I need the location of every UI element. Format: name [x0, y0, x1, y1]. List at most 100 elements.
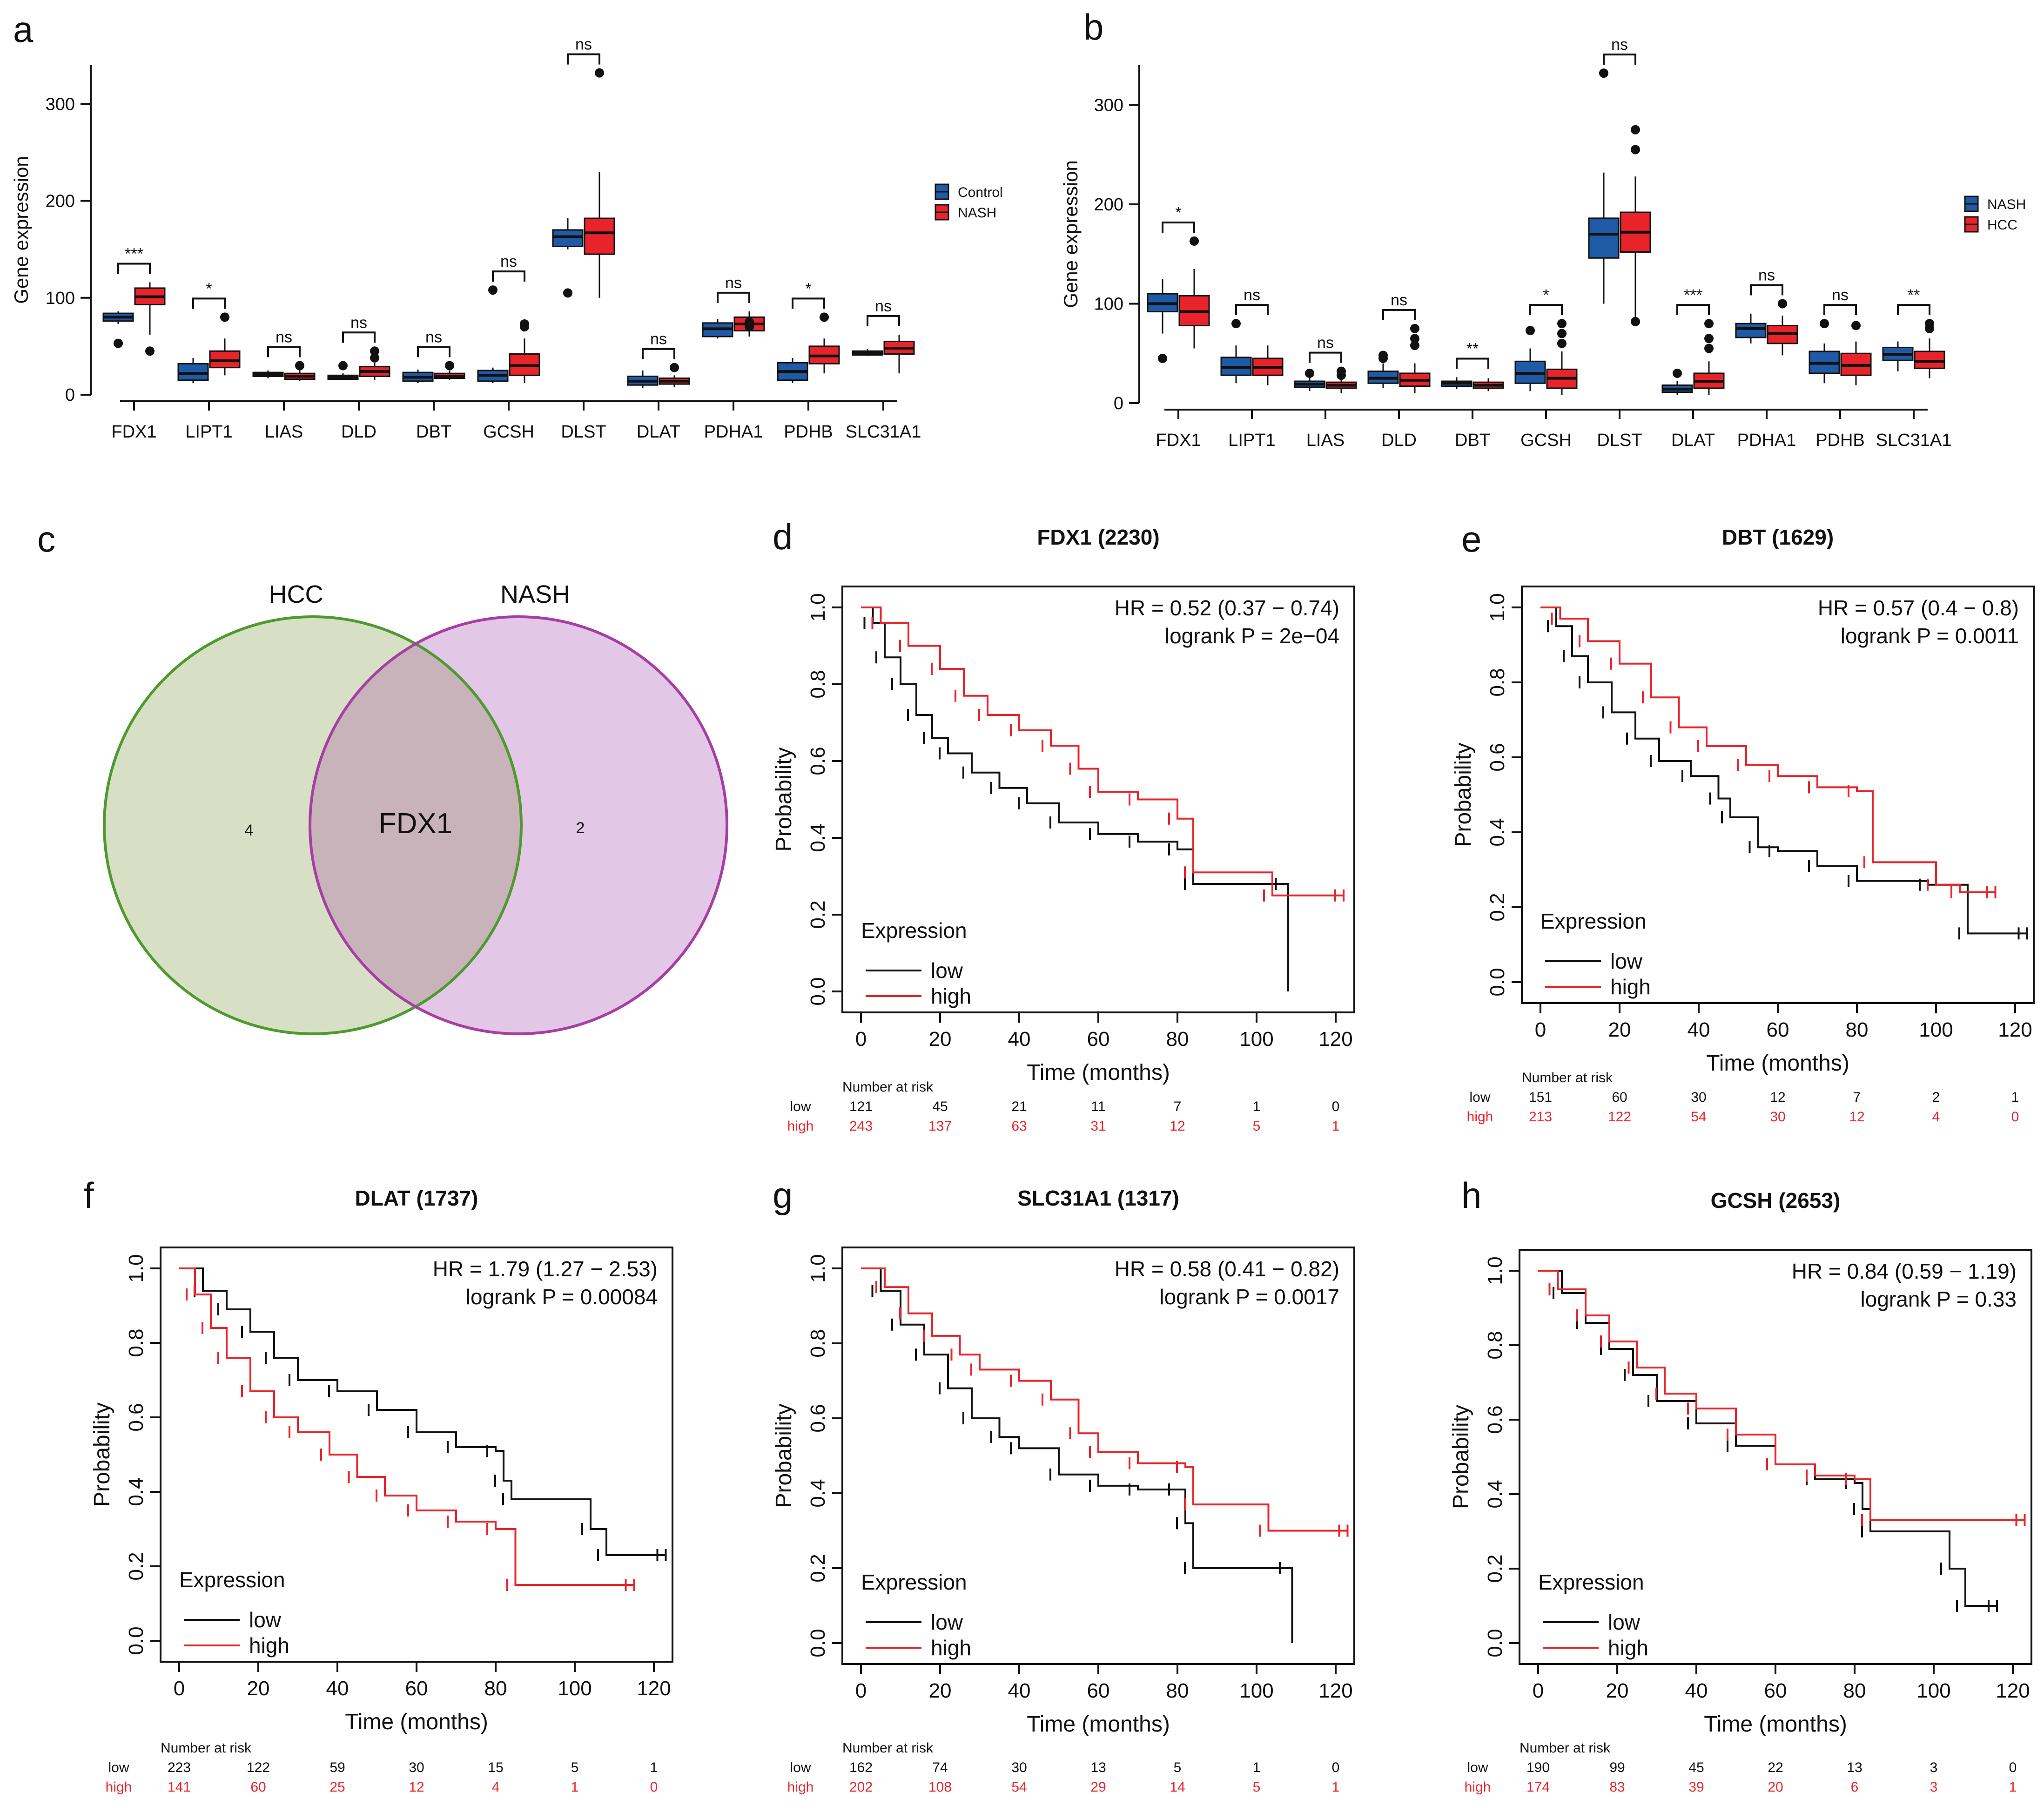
significance-label: *	[1543, 286, 1549, 304]
box-hcc	[1914, 350, 1945, 369]
significance-bracket	[192, 297, 226, 309]
risk-count-low: 223	[168, 1760, 191, 1775]
y-tick-label: 0.8	[807, 1329, 829, 1357]
outlier-point	[370, 346, 379, 356]
panel-b-boxplot: 0 100 200 300 Gene expression FDX1 * LIPT1 ns LIA…	[1060, 36, 2026, 450]
x-axis-label: Time (months)	[345, 1710, 488, 1734]
x-axis-label: Time (months)	[1704, 1712, 1847, 1737]
category-label: DBT	[1455, 431, 1490, 450]
legend-label: HCC	[1987, 217, 2017, 233]
venn-count-nash-only: 2	[576, 819, 585, 837]
category-label: FDX1	[1156, 431, 1201, 450]
category-label: DLD	[1381, 431, 1417, 450]
y-tick-label: 0.6	[1486, 743, 1509, 771]
risk-count-low: 12	[1770, 1090, 1785, 1105]
km-curve-low	[1538, 1270, 1997, 1607]
risk-count-high: 30	[1770, 1109, 1785, 1125]
risk-count-low: 1	[1253, 1099, 1261, 1114]
outlier-point	[1410, 341, 1419, 350]
km-curve-low	[179, 1267, 666, 1556]
y-tick-label: 0.8	[807, 670, 829, 698]
category-label: DBT	[416, 422, 451, 442]
outlier-point	[1410, 334, 1419, 344]
y-tick-label: 1.0	[1484, 1256, 1506, 1285]
risk-count-low: 60	[1612, 1090, 1627, 1105]
y-tick-label: 200	[46, 192, 75, 211]
x-tick-label: 80	[1843, 1679, 1866, 1702]
x-tick-label: 80	[1166, 1028, 1189, 1051]
y-tick-label: 0.4	[807, 1479, 829, 1507]
x-tick-label: 80	[484, 1677, 507, 1700]
outlier-point	[1231, 319, 1241, 329]
significance-bracket	[117, 263, 151, 274]
x-tick-label: 60	[1087, 1679, 1110, 1702]
x-tick-label: 40	[326, 1677, 349, 1700]
significance-label: **	[1466, 340, 1479, 357]
risk-count-high: 12	[1170, 1119, 1185, 1134]
x-tick-label: 100	[1919, 1018, 1953, 1041]
outlier-point	[1631, 145, 1640, 155]
significance-bracket	[1456, 357, 1489, 369]
y-tick-label: 1.0	[125, 1254, 148, 1282]
x-tick-label: 80	[1846, 1018, 1869, 1041]
x-tick-label: 20	[929, 1028, 952, 1051]
outlier-point	[1851, 321, 1861, 330]
risk-row-label-high: high	[1467, 1109, 1493, 1125]
significance-label: ns	[500, 253, 517, 270]
risk-row-label-high: high	[1465, 1779, 1491, 1795]
legend-label-low: low	[1608, 1610, 1641, 1634]
risk-count-high: 213	[1529, 1109, 1552, 1125]
outlier-point	[1704, 344, 1714, 353]
risk-row-label-high: high	[787, 1779, 814, 1795]
significance-label: ***	[1684, 286, 1702, 304]
y-tick-label: 0.4	[1486, 818, 1509, 846]
plot-title: SLC31A1 (1317)	[1017, 1186, 1179, 1210]
hazard-ratio-text: HR = 0.52 (0.37 − 0.74)	[1115, 596, 1339, 620]
legend-label-high: high	[249, 1633, 289, 1658]
significance-bracket	[792, 297, 825, 309]
risk-count-high: 12	[1849, 1109, 1864, 1125]
significance-label: *	[206, 280, 212, 297]
significance-bracket	[1750, 284, 1783, 296]
significance-label: ns	[1391, 291, 1407, 309]
outlier-point	[220, 312, 229, 322]
category-label: DLD	[341, 422, 377, 442]
risk-count-low: 59	[329, 1760, 345, 1775]
outlier-point	[1704, 334, 1714, 344]
risk-count-high: 6	[1851, 1779, 1859, 1795]
panel-c-venn: HCC NASH 4 2 FDX1	[103, 580, 728, 1035]
outlier-point	[745, 317, 754, 327]
risk-count-low: 190	[1526, 1760, 1550, 1775]
y-tick-label: 300	[46, 94, 75, 114]
legend-label: NASH	[958, 205, 996, 221]
category-label: LIPT1	[185, 422, 232, 442]
risk-row-label-low: low	[790, 1099, 811, 1114]
box-control	[552, 229, 584, 247]
risk-count-high: 39	[1688, 1779, 1704, 1795]
box-nash	[209, 350, 241, 369]
y-tick-label: 0.2	[807, 1554, 829, 1582]
km-curve-high	[861, 1267, 1348, 1532]
risk-table-header: Number at risk	[842, 1079, 934, 1095]
logrank-p-text: logrank P = 0.00084	[466, 1285, 658, 1309]
risk-count-high: 1	[1332, 1779, 1340, 1795]
legend-title: Expression	[861, 918, 967, 943]
y-tick-label: 100	[1094, 294, 1123, 314]
x-tick-label: 0	[855, 1679, 867, 1702]
category-label: DLAT	[1671, 431, 1715, 450]
venn-overlap-label: FDX1	[379, 808, 452, 840]
risk-count-low: 22	[1768, 1760, 1783, 1775]
significance-bracket	[717, 291, 750, 303]
y-axis-label: Gene expression	[1060, 160, 1082, 308]
risk-count-low: 5	[571, 1760, 579, 1775]
venn-outline-hcc	[103, 615, 523, 1035]
legend-label: Control	[958, 185, 1003, 200]
y-tick-label: 0.6	[807, 1404, 829, 1432]
y-axis-label: Probability	[90, 1402, 114, 1507]
category-label: SLC31A1	[1876, 431, 1952, 450]
x-axis-label: Time (months)	[1027, 1712, 1170, 1737]
significance-bracket	[567, 53, 600, 65]
y-tick-label: 0.0	[807, 1629, 829, 1657]
legend-title: Expression	[1540, 909, 1647, 933]
x-tick-label: 60	[1764, 1679, 1787, 1702]
